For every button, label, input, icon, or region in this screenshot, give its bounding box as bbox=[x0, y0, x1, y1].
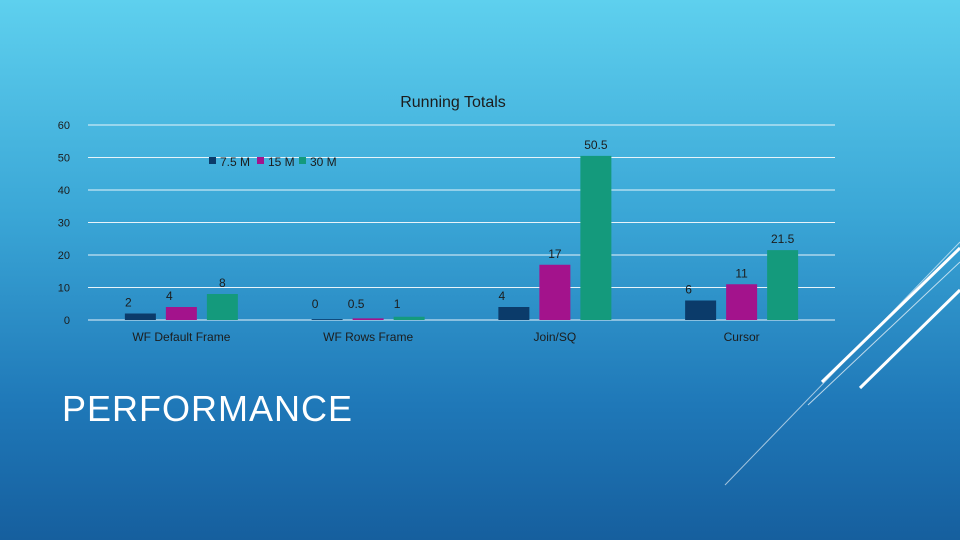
bar-0-0 bbox=[124, 313, 156, 320]
y-tick-label: 60 bbox=[58, 120, 70, 132]
legend-label-30m: 30 M bbox=[310, 155, 337, 169]
chart-legend: 7.5 M 15 M 30 M bbox=[209, 155, 337, 169]
data-label-2-1: 17 bbox=[548, 247, 562, 261]
x-tick-label: Cursor bbox=[724, 330, 760, 344]
chart-title: Running Totals bbox=[400, 94, 506, 111]
chart-bars bbox=[124, 155, 799, 320]
bar-0-1 bbox=[165, 307, 197, 320]
bar-1-1 bbox=[352, 318, 384, 320]
x-tick-label: WF Default Frame bbox=[132, 330, 230, 344]
bar-2-2 bbox=[580, 155, 612, 320]
slide-title: PERFORMANCE bbox=[62, 388, 354, 429]
data-label-1-2: 1 bbox=[394, 297, 401, 311]
bar-data-labels: 2 4 8 0 0.5 1 4 17 50.5 6 11 21.5 bbox=[125, 138, 795, 311]
bar-3-1 bbox=[726, 284, 758, 320]
legend-label-7-5m: 7.5 M bbox=[220, 155, 250, 169]
x-tick-label: Join/SQ bbox=[534, 330, 577, 344]
bar-2-1 bbox=[539, 264, 571, 320]
legend-label-15m: 15 M bbox=[268, 155, 295, 169]
bar-1-0 bbox=[311, 319, 343, 320]
y-tick-label: 0 bbox=[64, 315, 70, 327]
y-tick-label: 30 bbox=[58, 218, 70, 230]
data-label-1-1: 0.5 bbox=[348, 297, 365, 311]
y-tick-label: 40 bbox=[58, 185, 70, 197]
bar-2-0 bbox=[498, 307, 530, 320]
decorative-lines bbox=[724, 241, 960, 486]
data-label-2-0: 4 bbox=[499, 289, 506, 303]
legend-swatch-30m bbox=[299, 157, 306, 164]
data-label-0-2: 8 bbox=[219, 276, 226, 290]
data-label-0-1: 4 bbox=[166, 289, 173, 303]
x-tick-label: WF Rows Frame bbox=[323, 330, 413, 344]
data-label-3-0: 6 bbox=[685, 283, 692, 297]
bar-1-2 bbox=[393, 316, 425, 320]
bar-3-2 bbox=[767, 250, 799, 320]
chart-grid bbox=[88, 124, 835, 321]
data-label-3-2: 21.5 bbox=[771, 232, 795, 246]
y-tick-label: 10 bbox=[58, 283, 70, 295]
y-axis-ticks: 0 10 20 30 40 50 60 bbox=[58, 120, 70, 327]
legend-swatch-7-5m bbox=[209, 157, 216, 164]
data-label-3-1: 11 bbox=[735, 266, 748, 280]
bar-0-2 bbox=[206, 294, 238, 320]
bar-3-0 bbox=[685, 300, 717, 320]
data-label-1-0: 0 bbox=[312, 297, 319, 311]
legend-swatch-15m bbox=[257, 157, 264, 164]
data-label-2-2: 50.5 bbox=[584, 138, 608, 152]
y-tick-label: 50 bbox=[58, 153, 70, 165]
x-axis-labels: WF Default Frame WF Rows Frame Join/SQ Curs… bbox=[132, 330, 759, 344]
data-label-0-0: 2 bbox=[125, 296, 132, 310]
y-tick-label: 20 bbox=[58, 250, 70, 262]
